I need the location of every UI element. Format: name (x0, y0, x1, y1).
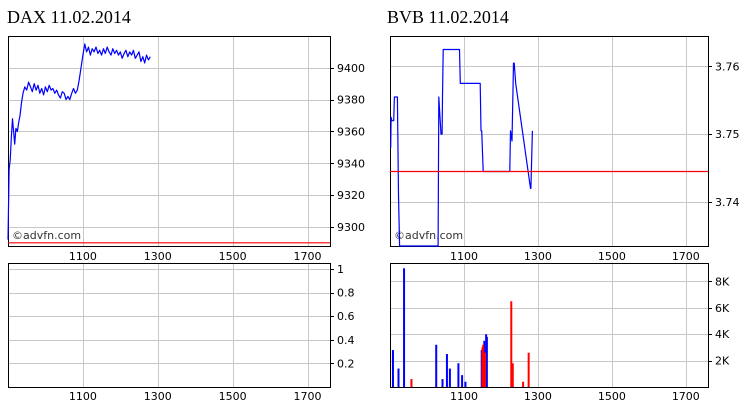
bvb-volume-x-tick-label: 1300 (524, 390, 552, 403)
bvb-volume-y-tick-label: 4K (715, 328, 730, 341)
bvb-volume-x-tick-label: 1500 (598, 390, 626, 403)
bvb-volume-volume-bar (457, 363, 460, 387)
dax-price-series-0-line (7, 43, 151, 240)
bvb-chart-title: BVB 11.02.2014 (387, 7, 509, 27)
dax-price-y-tick-label: 9380 (337, 94, 365, 107)
bvb-volume-volume-bar (484, 352, 487, 387)
bvb-volume-volume-bar (461, 375, 464, 387)
dax-volume-x-tick-label: 1300 (144, 390, 172, 403)
bvb-volume-x-tick-label: 1100 (450, 390, 478, 403)
dax-price-y-tick-label: 9400 (337, 62, 365, 75)
bvb-volume-volume-bar (527, 352, 530, 387)
bvb-price-y-tick-label: 3.75 (715, 128, 740, 141)
dax-volume-y-tick-label: 0.8 (337, 287, 355, 300)
bvb-volume-volume-bar (397, 368, 400, 387)
dax-volume-x-tick-label: 1500 (219, 390, 247, 403)
dax-volume-x-tick-label: 1700 (294, 390, 322, 403)
bvb-volume-volume-bar (410, 379, 413, 387)
dax-price-x-tick-label: 1700 (294, 250, 322, 263)
dax-price-y-tick-label: 9340 (337, 157, 365, 170)
bvb-price-y-tick-label: 3.76 (715, 60, 740, 73)
bvb-volume-volume-bar (464, 381, 467, 387)
dax-volume-plot-frame (8, 263, 331, 388)
dax-price-plot-frame (8, 36, 331, 247)
bvb-price-x-tick-label: 1100 (450, 250, 478, 263)
bvb-volume-plot-frame (390, 263, 709, 388)
bvb-volume-y-tick-label: 2K (715, 355, 730, 368)
bvb-volume-volume-bar (403, 268, 406, 387)
bvb-price-plot-frame (390, 36, 709, 247)
bvb-volume-y-tick-label: 8K (715, 275, 730, 288)
bvb-volume-volume-bar (522, 381, 525, 387)
bvb-volume-volume-bar (391, 350, 394, 387)
dax-price-y-tick-label: 9300 (337, 221, 365, 234)
dax-volume-y-tick-label: 0.4 (337, 334, 355, 347)
dax-volume-y-tick-label: 0.6 (337, 310, 355, 323)
bvb-price-x-tick-label: 1300 (524, 250, 552, 263)
bvb-volume-y-tick-label: 6K (715, 302, 730, 315)
dax-price-x-tick-label: 1500 (219, 250, 247, 263)
dax-price-x-tick-label: 1100 (69, 250, 97, 263)
bvb-volume-volume-bar (435, 344, 438, 387)
bvb-volume-volume-bar (482, 344, 485, 387)
dax-price-y-tick-label: 9320 (337, 189, 365, 202)
dax-volume-y-tick-label: 1 (337, 263, 344, 276)
bvb-volume-volume-bar (445, 354, 448, 387)
bvb-volume-x-tick-label: 1700 (672, 390, 700, 403)
bvb-volume-volume-bar (485, 336, 488, 387)
dax-volume-y-tick-label: 0.2 (337, 357, 355, 370)
bvb-price-y-tick-label: 3.74 (715, 196, 740, 209)
bvb-volume-volume-bar (441, 379, 444, 387)
bvb-price-x-tick-label: 1700 (672, 250, 700, 263)
dax-volume-x-tick-label: 1100 (69, 390, 97, 403)
dax-price-x-tick-label: 1300 (144, 250, 172, 263)
bvb-volume-volume-bar (510, 301, 513, 387)
dax-chart-title: DAX 11.02.2014 (7, 7, 131, 27)
bvb-price-series-0-line (390, 48, 533, 247)
bvb-volume-volume-bar (511, 363, 514, 387)
dax-price-watermark: ©advfn.com (12, 229, 81, 242)
bvb-price-x-tick-label: 1500 (598, 250, 626, 263)
bvb-price-watermark: ©advfn.com (394, 229, 463, 242)
dax-price-y-tick-label: 9360 (337, 125, 365, 138)
bvb-volume-volume-bar (448, 368, 451, 387)
